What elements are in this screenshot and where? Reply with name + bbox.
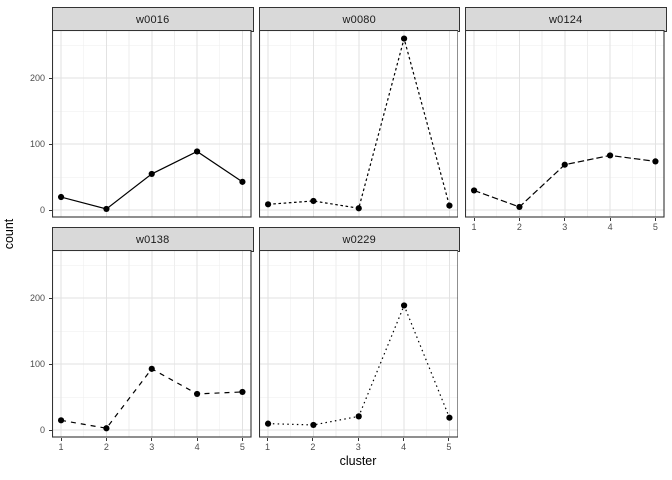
facet-label: w0016 xyxy=(136,13,170,26)
x-axis-tick-mark xyxy=(564,217,566,221)
data-point xyxy=(445,414,453,421)
data-point xyxy=(606,152,614,159)
x-axis-tick-mark xyxy=(196,437,198,441)
y-axis-tick-label: 0 xyxy=(39,424,45,435)
data-point xyxy=(148,170,155,178)
x-axis-tick-mark xyxy=(312,437,314,441)
x-axis-tick-mark xyxy=(105,437,107,441)
data-point xyxy=(561,161,568,168)
facet-panel-w0124 xyxy=(465,30,665,218)
facet-strip-w0080: w0080 xyxy=(258,7,460,32)
facet-strip-w0229: w0229 xyxy=(258,227,460,252)
data-point xyxy=(239,388,246,396)
y-axis-tick-mark xyxy=(48,143,52,145)
x-axis-tick-mark xyxy=(241,437,243,441)
data-point xyxy=(103,425,110,432)
facet-strip-w0124: w0124 xyxy=(465,7,667,32)
x-axis-tick-label: 4 xyxy=(401,441,407,452)
y-axis-tick-mark xyxy=(48,297,52,299)
y-axis-tick-mark xyxy=(48,429,52,431)
data-point xyxy=(193,148,201,155)
facet-panel-w0080 xyxy=(258,30,458,218)
data-point xyxy=(400,302,407,309)
facet-label: w0124 xyxy=(549,13,583,26)
x-axis-tick-label: 2 xyxy=(516,221,522,232)
x-axis-tick-label: 3 xyxy=(562,221,568,232)
x-axis-tick-mark xyxy=(654,217,656,221)
data-point xyxy=(309,421,317,429)
x-axis-tick-mark xyxy=(448,437,450,441)
facet-strip-w0138: w0138 xyxy=(52,227,254,252)
x-axis-tick-label: 5 xyxy=(446,441,452,452)
y-axis-tick-mark xyxy=(48,209,52,211)
facet-strip-w0016: w0016 xyxy=(52,7,254,32)
x-axis-tick-mark xyxy=(60,437,62,441)
data-point xyxy=(193,390,201,398)
x-axis-tick-label: 1 xyxy=(265,441,271,452)
x-axis-tick-label: 5 xyxy=(652,221,658,232)
y-axis-title: count xyxy=(2,218,16,250)
x-axis-tick-label: 5 xyxy=(239,441,245,452)
x-axis-title: cluster xyxy=(339,454,377,468)
data-point xyxy=(309,197,317,205)
x-axis-tick-label: 4 xyxy=(607,221,613,232)
data-point xyxy=(264,201,271,208)
y-axis-tick-label: 100 xyxy=(29,358,45,369)
x-axis-tick-mark xyxy=(403,437,405,441)
y-axis-tick-label: 0 xyxy=(39,204,45,215)
y-axis-tick-mark xyxy=(48,77,52,79)
data-point xyxy=(445,202,453,209)
x-axis-tick-label: 2 xyxy=(103,441,109,452)
x-axis-tick-label: 1 xyxy=(58,441,64,452)
data-point xyxy=(516,203,523,211)
x-axis-tick-label: 3 xyxy=(149,441,155,452)
x-axis-tick-mark xyxy=(357,437,359,441)
x-axis-tick-mark xyxy=(609,217,611,221)
y-axis-tick-label: 200 xyxy=(29,292,45,303)
x-axis-tick-mark xyxy=(151,437,153,441)
data-point xyxy=(470,187,478,194)
x-axis-tick-mark xyxy=(518,217,520,221)
facet-panel-w0138 xyxy=(52,250,252,438)
data-point xyxy=(103,205,110,213)
facet-label: w0138 xyxy=(136,233,170,246)
data-point xyxy=(57,193,65,201)
data-point xyxy=(400,35,407,42)
x-axis-tick-mark xyxy=(267,437,269,441)
x-axis-tick-label: 1 xyxy=(471,221,477,232)
data-point xyxy=(652,158,659,165)
x-axis-tick-label: 2 xyxy=(310,441,316,452)
y-axis-tick-mark xyxy=(48,363,52,365)
series-line-w0080 xyxy=(267,36,450,209)
x-axis-tick-label: 3 xyxy=(355,441,361,452)
data-point xyxy=(239,178,246,185)
facet-panel-w0229 xyxy=(258,250,458,438)
data-point xyxy=(355,205,362,212)
facet-panel-w0016 xyxy=(52,30,252,218)
y-axis-tick-label: 200 xyxy=(29,72,45,83)
data-point xyxy=(57,417,65,424)
y-axis-tick-label: 100 xyxy=(29,138,45,149)
facet-label: w0080 xyxy=(342,13,376,26)
data-point xyxy=(355,413,362,420)
x-axis-tick-label: 4 xyxy=(194,441,200,452)
x-axis-tick-mark xyxy=(473,217,475,221)
data-point xyxy=(264,420,271,427)
data-point xyxy=(148,365,155,372)
facet-label: w0229 xyxy=(342,233,376,246)
